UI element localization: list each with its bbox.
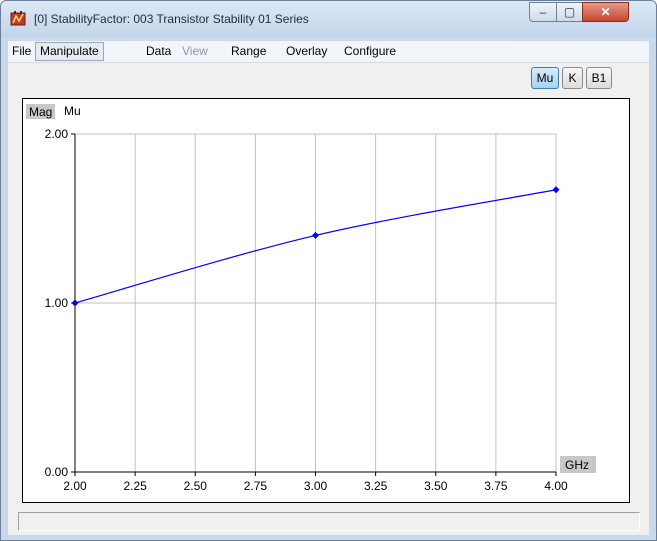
mu-data-point[interactable] xyxy=(71,299,79,307)
mu-chart[interactable]: 2.00 2.25 2.50 2.75 3.00 3.25 3.50 3.75 4.00 0.00… xyxy=(23,99,629,502)
menu-configure[interactable]: Configure xyxy=(344,44,397,58)
axes xyxy=(71,133,557,476)
x-unit-badge-bg xyxy=(560,456,596,473)
menu-manipulate[interactable]: Manipulate xyxy=(35,42,104,61)
plot-frame xyxy=(22,98,630,503)
status-field xyxy=(18,512,640,531)
x-tick-label: 2.75 xyxy=(244,479,268,493)
menu-bar: File Manipulate Data View Range Overlay … xyxy=(8,41,649,63)
y-tick-label: 1.00 xyxy=(45,296,69,310)
x-tick-label: 3.75 xyxy=(484,479,508,493)
x-tick-label: 3.50 xyxy=(424,479,448,493)
app-icon xyxy=(10,11,26,26)
x-tick-label: 2.50 xyxy=(184,479,208,493)
grid xyxy=(75,133,557,472)
mu-toggle-button[interactable]: Mu xyxy=(531,67,559,89)
menu-file[interactable]: File xyxy=(12,44,32,58)
trace-label: Mu xyxy=(64,104,81,118)
maximize-button[interactable]: ▢ xyxy=(556,2,583,22)
mu-data-point[interactable] xyxy=(312,231,319,239)
series xyxy=(71,186,560,307)
mu-data-point[interactable] xyxy=(552,186,560,194)
window-title: [0] StabilityFactor: 003 Transistor Stab… xyxy=(34,12,309,26)
y-tick-label: 0.00 xyxy=(45,465,69,479)
toolbar: Mu K B1 xyxy=(8,63,649,93)
k-toggle-button[interactable]: K xyxy=(562,67,583,89)
menu-data[interactable]: Data xyxy=(146,44,172,58)
x-tick-label: 3.25 xyxy=(364,479,388,493)
y-unit-badge-bg xyxy=(26,104,55,119)
menu-overlay[interactable]: Overlay xyxy=(286,44,328,58)
x-tick-label: 3.00 xyxy=(304,479,328,493)
x-tick-label: 2.00 xyxy=(63,479,87,493)
menu-view[interactable]: View xyxy=(182,44,208,58)
y-tick-label: 2.00 xyxy=(45,127,69,141)
tick-labels: 2.00 2.25 2.50 2.75 3.00 3.25 3.50 3.75 4.00 0.00… xyxy=(45,127,568,493)
menu-range[interactable]: Range xyxy=(231,44,267,58)
x-tick-label: 2.25 xyxy=(123,479,147,493)
close-button[interactable]: ✕ xyxy=(582,2,629,22)
y-unit-badge: Mag xyxy=(29,105,52,119)
minimize-button[interactable]: – xyxy=(529,2,557,22)
title-bar[interactable]: [0] StabilityFactor: 003 Transistor Stab… xyxy=(1,1,656,37)
x-unit-badge: GHz xyxy=(565,458,589,472)
b1-toggle-button[interactable]: B1 xyxy=(586,67,612,89)
x-tick-label: 4.00 xyxy=(544,479,568,493)
